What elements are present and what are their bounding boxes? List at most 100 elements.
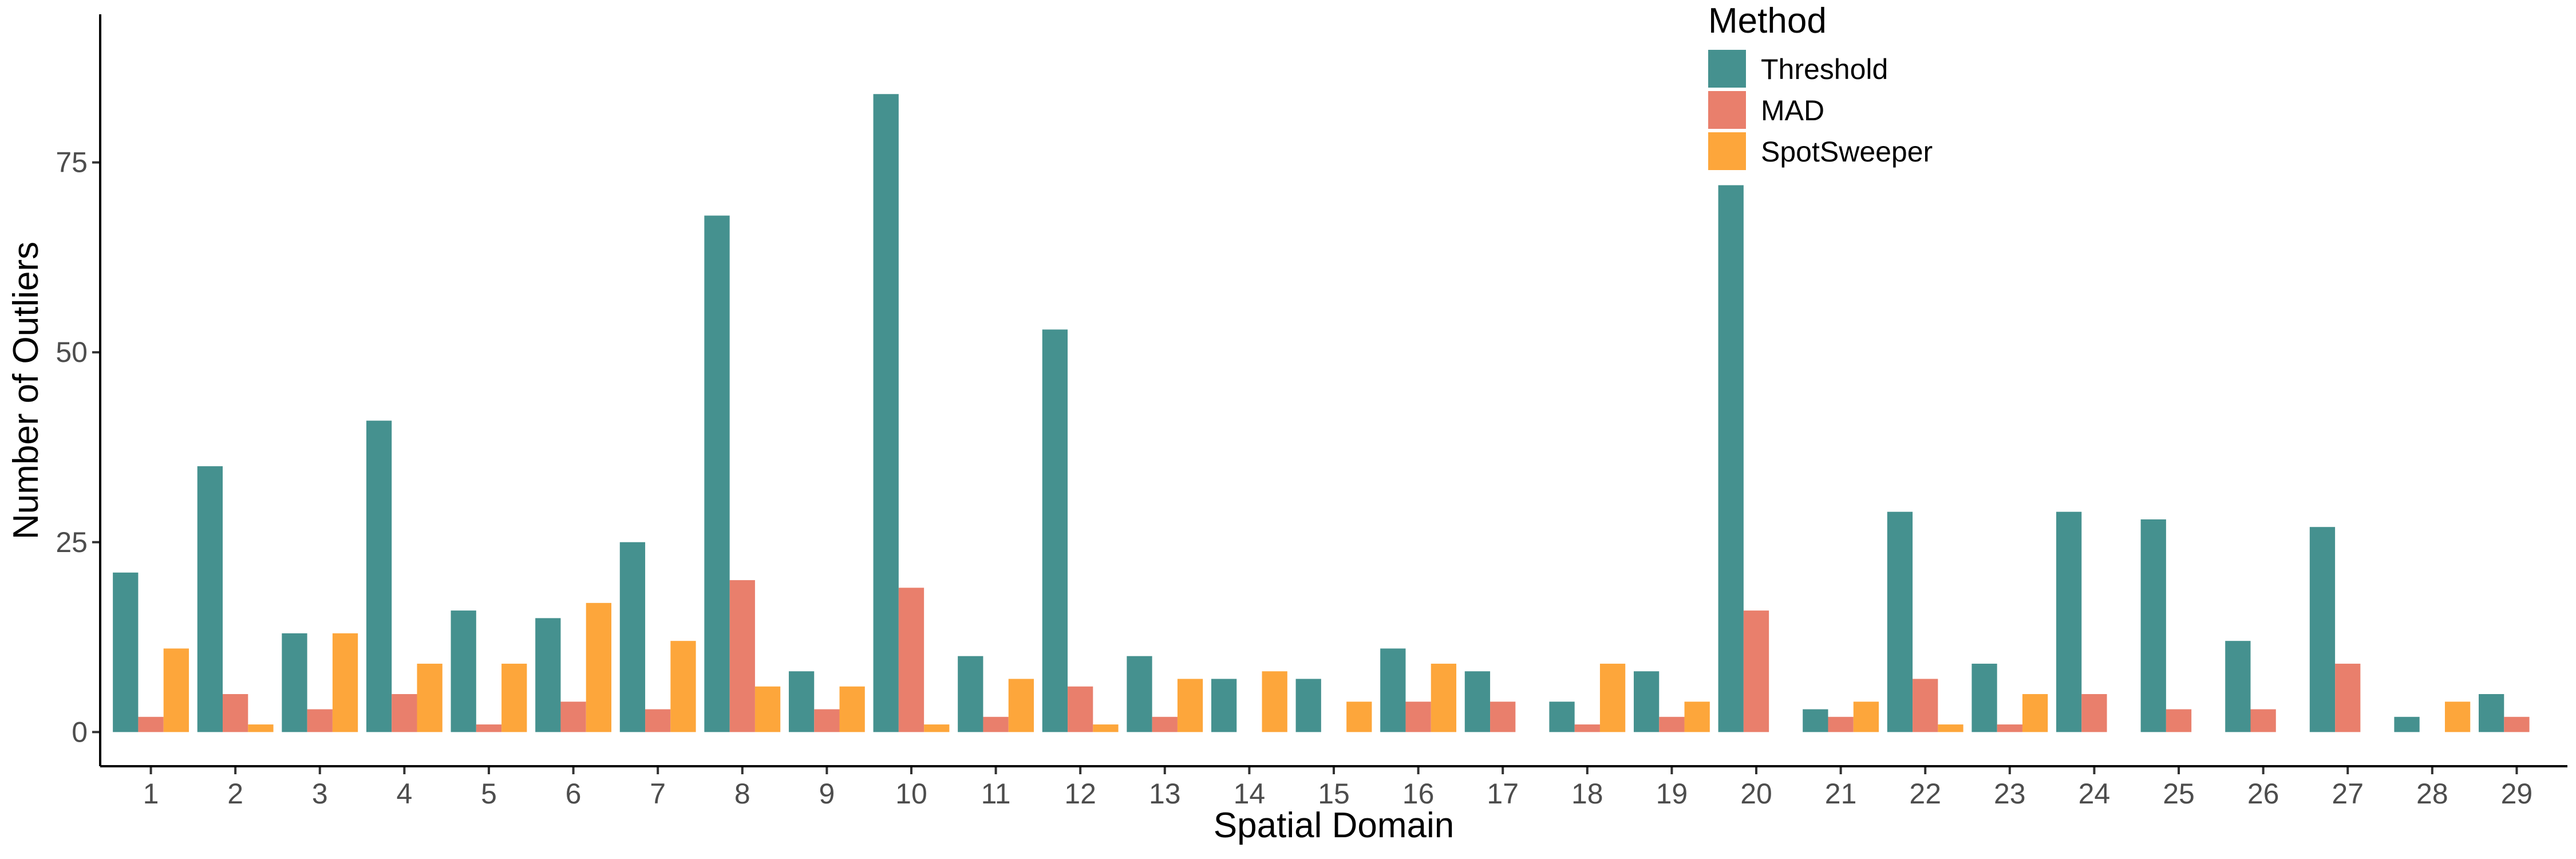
legend: Method Threshold MAD SpotSweeper — [1708, 1, 1933, 170]
bar-threshold-3 — [282, 633, 307, 732]
bar-spotsweeper-6 — [586, 602, 611, 732]
x-tick-label: 15 — [1318, 778, 1350, 810]
bar-mad-25 — [2166, 709, 2192, 732]
bar-threshold-16 — [1380, 648, 1406, 732]
bar-threshold-21 — [1803, 709, 1828, 732]
x-tick-label: 8 — [734, 778, 750, 810]
x-tick-label: 18 — [1571, 778, 1603, 810]
y-axis-ticks: 0 25 50 75 — [56, 147, 100, 748]
bar-threshold-29 — [2479, 694, 2504, 732]
bar-mad-1 — [138, 716, 164, 732]
x-tick-label: 14 — [1234, 778, 1266, 810]
x-tick-label: 21 — [1825, 778, 1857, 810]
bar-spotsweeper-15 — [1346, 702, 1372, 732]
y-tick-label: 0 — [72, 716, 88, 748]
bar-mad-6 — [560, 702, 586, 732]
bar-spotsweeper-1 — [163, 648, 189, 732]
bar-mad-29 — [2504, 716, 2530, 732]
bar-mad-23 — [1997, 724, 2022, 732]
x-axis-ticks: 1 2 3 4 5 6 7 8 9 10 11 12 13 14 15 16 17 18 19 20 21 22 23 24 2… — [143, 766, 2532, 810]
bar-threshold-1 — [113, 572, 139, 732]
x-tick-label: 20 — [1740, 778, 1772, 810]
legend-key-spotsweeper — [1708, 132, 1746, 170]
y-axis-title: Number of Outliers — [6, 242, 46, 539]
bar-threshold-11 — [958, 656, 983, 732]
bar-mad-11 — [983, 716, 1009, 732]
bar-mad-8 — [729, 580, 755, 732]
bar-mad-27 — [2335, 663, 2361, 732]
bar-threshold-12 — [1042, 329, 1068, 732]
bar-spotsweeper-11 — [1008, 679, 1034, 732]
bar-mad-4 — [392, 694, 417, 732]
bar-mad-20 — [1743, 610, 1769, 732]
bar-spotsweeper-21 — [1853, 702, 1879, 732]
bar-mad-17 — [1490, 702, 1516, 732]
x-tick-label: 13 — [1149, 778, 1181, 810]
bar-mad-19 — [1659, 716, 1685, 732]
bar-threshold-2 — [197, 466, 223, 732]
bar-threshold-24 — [2056, 511, 2082, 732]
bar-threshold-22 — [1887, 511, 1913, 732]
x-tick-label: 24 — [2079, 778, 2111, 810]
bar-threshold-18 — [1549, 702, 1575, 732]
bar-spotsweeper-7 — [670, 641, 696, 732]
bar-threshold-14 — [1211, 679, 1237, 732]
bar-mad-18 — [1574, 724, 1600, 732]
x-tick-label: 26 — [2247, 778, 2279, 810]
bar-mad-9 — [814, 709, 840, 732]
x-tick-label: 1 — [143, 778, 159, 810]
bar-spotsweeper-28 — [2444, 702, 2471, 732]
bar-spotsweeper-18 — [1599, 663, 1626, 732]
bars-layer — [113, 94, 2530, 732]
x-tick-label: 4 — [396, 778, 412, 810]
bar-threshold-7 — [619, 542, 646, 732]
y-tick-label: 75 — [56, 147, 88, 179]
bar-threshold-15 — [1295, 679, 1321, 732]
x-tick-label: 9 — [819, 778, 835, 810]
y-tick-label: 50 — [56, 336, 88, 368]
bar-mad-7 — [645, 709, 671, 732]
bar-spotsweeper-13 — [1177, 679, 1203, 732]
bar-mad-16 — [1405, 702, 1431, 732]
bar-threshold-9 — [788, 671, 815, 732]
bar-mad-24 — [2081, 694, 2107, 732]
bar-mad-2 — [223, 694, 248, 732]
bar-spotsweeper-8 — [754, 686, 781, 732]
x-tick-label: 17 — [1487, 778, 1519, 810]
legend-title: Method — [1708, 1, 1827, 41]
x-tick-label: 16 — [1402, 778, 1435, 810]
bar-mad-3 — [307, 709, 333, 732]
legend-key-threshold — [1708, 50, 1746, 88]
x-tick-label: 22 — [1909, 778, 1941, 810]
bar-spotsweeper-22 — [1938, 724, 1963, 732]
x-tick-label: 5 — [481, 778, 497, 810]
x-axis-title: Spatial Domain — [1214, 806, 1454, 845]
bar-mad-13 — [1152, 716, 1178, 732]
x-tick-label: 2 — [227, 778, 243, 810]
x-tick-label: 12 — [1064, 778, 1096, 810]
x-tick-label: 19 — [1656, 778, 1688, 810]
x-tick-label: 25 — [2163, 778, 2195, 810]
bar-threshold-19 — [1633, 671, 1660, 732]
x-tick-label: 27 — [2332, 778, 2364, 810]
bar-threshold-8 — [704, 215, 730, 732]
bar-spotsweeper-2 — [248, 724, 274, 732]
legend-label-spotsweeper: SpotSweeper — [1761, 136, 1933, 168]
bar-mad-21 — [1828, 716, 1854, 732]
bar-spotsweeper-4 — [417, 663, 442, 732]
x-tick-label: 7 — [650, 778, 666, 810]
bar-mad-12 — [1068, 686, 1093, 732]
x-tick-label: 10 — [895, 778, 927, 810]
legend-label-threshold: Threshold — [1761, 53, 1888, 85]
bar-threshold-26 — [2225, 641, 2251, 732]
legend-label-mad: MAD — [1761, 94, 1824, 127]
bar-mad-10 — [898, 588, 924, 732]
bar-mad-26 — [2250, 709, 2276, 732]
bar-mad-5 — [476, 724, 502, 732]
bar-threshold-25 — [2140, 519, 2166, 732]
bar-spotsweeper-23 — [2022, 694, 2048, 732]
x-tick-label: 28 — [2416, 778, 2448, 810]
bar-threshold-13 — [1127, 656, 1152, 732]
x-tick-label: 11 — [981, 778, 1011, 810]
